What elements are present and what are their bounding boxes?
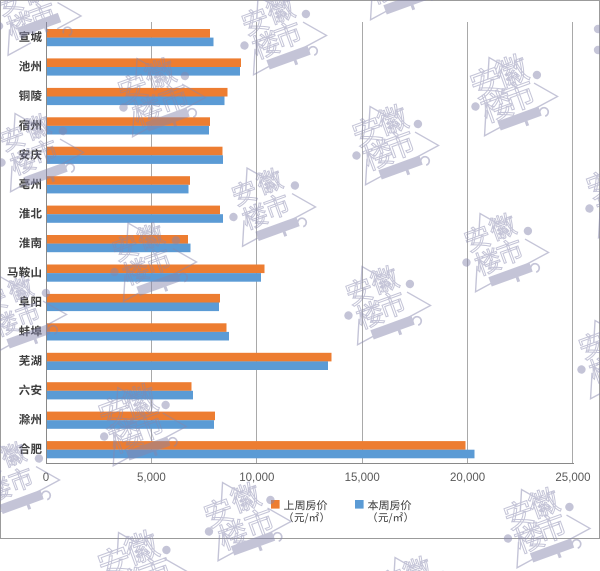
svg-text:20,000: 20,000 — [450, 472, 485, 484]
svg-text:0: 0 — [43, 472, 49, 484]
svg-text:15,000: 15,000 — [345, 472, 380, 484]
svg-text:10,000: 10,000 — [239, 472, 274, 484]
svg-text:25,000: 25,000 — [555, 472, 590, 484]
svg-text:5,000: 5,000 — [137, 472, 166, 484]
